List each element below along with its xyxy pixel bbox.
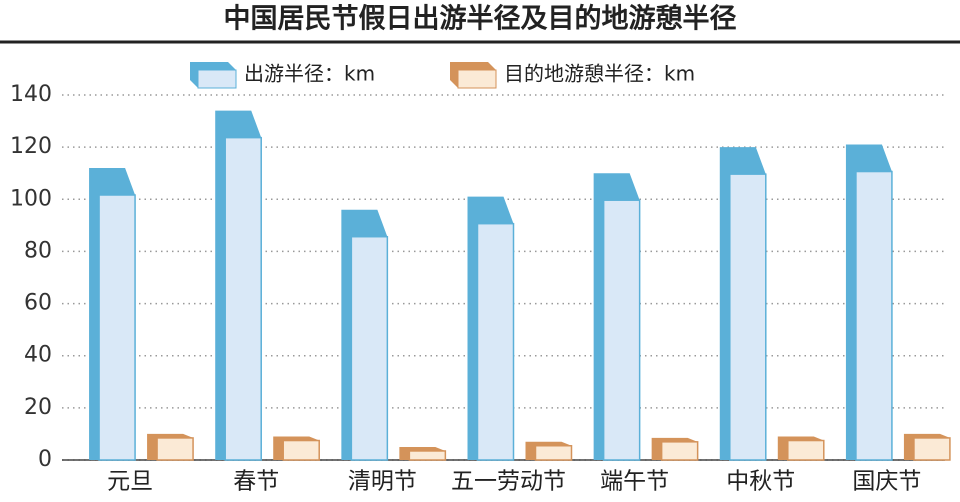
y-tick-label: 20: [24, 395, 52, 420]
y-tick-label: 100: [10, 186, 52, 211]
x-tick-label: 春节: [233, 469, 279, 495]
bar: [913, 437, 951, 461]
chart-title: 中国居民节假日出游半径及目的地游憩半径: [224, 3, 737, 35]
bar: [787, 439, 825, 461]
x-tick-label: 元旦: [107, 469, 153, 495]
bar-side: [215, 110, 262, 461]
y-tick-label: 0: [38, 447, 52, 472]
legend-label: 出游半径：km: [244, 62, 375, 86]
bar-side: [593, 173, 640, 460]
bar: [224, 136, 262, 461]
x-tick-label: 清明节: [348, 469, 417, 495]
x-tick-label: 五一劳动节: [451, 469, 566, 495]
bar: [98, 194, 136, 461]
bar-side: [777, 436, 824, 460]
bar: [729, 173, 767, 461]
bar: [476, 222, 515, 461]
bar: [660, 441, 699, 461]
y-tick-label: 60: [24, 291, 52, 316]
x-tick-label: 端午节: [600, 469, 669, 495]
y-tick-label: 140: [10, 82, 52, 107]
bar-side: [845, 144, 892, 461]
bar: [350, 235, 389, 461]
legend-swatch-face: [457, 69, 497, 89]
bar: [855, 170, 893, 461]
bar-side: [719, 147, 766, 460]
y-tick-label: 120: [10, 134, 52, 159]
bar: [534, 445, 573, 461]
legend-label: 目的地游憩半径：km: [504, 62, 695, 86]
bar-side: [341, 209, 388, 460]
bar: [282, 439, 320, 461]
bar-side: [273, 436, 320, 460]
legend-swatch-face: [197, 69, 237, 89]
x-tick-label: 中秋节: [726, 469, 795, 495]
bar-side: [147, 433, 194, 460]
bar: [156, 437, 194, 461]
bar-side: [89, 168, 136, 460]
y-tick-label: 80: [24, 238, 52, 263]
y-tick-label: 40: [24, 343, 52, 368]
bar-side: [903, 433, 950, 460]
x-tick-label: 国庆节: [852, 469, 921, 495]
bar-side: [651, 437, 698, 460]
bar: [602, 199, 641, 461]
bar: [408, 450, 447, 461]
